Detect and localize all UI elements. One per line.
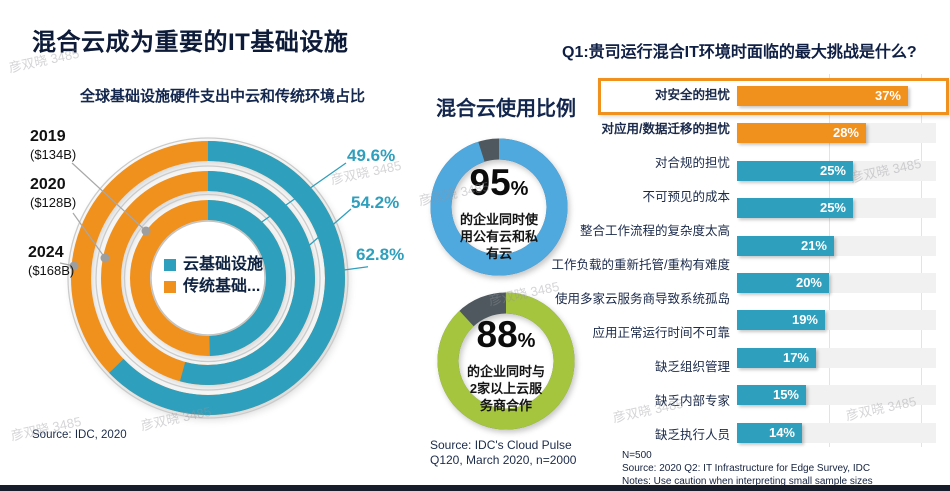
usage-source: Source: IDC's Cloud Pulse Q120, March 20… [430,438,576,468]
usage-desc-line: 的企业同时与 [466,364,545,379]
usage-desc-line: 有云 [485,246,512,261]
usage-title: 混合云使用比例 [436,98,576,120]
usage-donut-88-text: 88% 的企业同时与 2家以上云服 务商合作 [436,315,576,414]
usage-desc-line: 的企业同时使 [459,212,538,227]
gridline [829,74,830,447]
bottom-strip [0,485,950,491]
usage-donut-95-text: 95% 的企业同时使 用公有云和私 有云 [429,163,569,262]
bar-5: 20% [737,273,829,293]
usage-desc-line: 2家以上云服 [469,381,543,396]
ring-year-2020: 2020 [30,176,66,193]
spend-legend: 云基础设施 传统基础... [164,256,263,300]
usage-donut-95 [430,138,568,276]
legend-swatch-cloud [164,258,176,271]
bar-label-1: 对应用/数据迁移的担忧 [601,122,730,136]
usage-donut-88 [437,292,575,430]
usage-value-95: 95% [469,162,529,203]
ring-year-2024: 2024 [28,244,64,261]
bar-label-7: 应用正常运行时间不可靠 [592,326,730,340]
bar-4: 21% [737,236,834,256]
leader-dot-2024 [69,261,79,271]
bar-label-2: 对合规的担忧 [654,156,730,170]
bar-6: 19% [737,310,825,330]
legend-item-cloud: 云基础设施 [164,256,263,273]
spend-source: Source: IDC, 2020 [32,429,127,441]
challenges-footnotes: N=500 Source: 2020 Q2: IT Infrastructure… [622,449,873,488]
bar-9: 14% [737,423,802,443]
legend-label-cloud: 云基础设施 [183,256,264,273]
bar-8: 15% [737,385,806,405]
leader-lines [59,162,368,271]
bar-2: 25% [737,161,853,181]
footnote-n: N=500 [622,450,652,461]
legend-swatch-traditional [164,280,176,293]
spend-chart-title: 全球基础设施硬件支出中云和传统环境占比 [79,88,365,105]
bar-7: 17% [737,348,816,368]
ring-amount-2020: ($128B) [30,195,77,210]
spend-rings-donut [67,137,349,419]
footnote-source: Source: 2020 Q2: IT Infrastructure for E… [622,463,871,474]
bar-label-0: 对安全的担忧 [654,88,730,102]
callout-54-2: 54.2% [351,193,400,212]
leader-dot-2020 [100,253,110,263]
bar-label-4: 整合工作流程的复杂度太高 [579,224,730,238]
legend-item-traditional: 传统基础... [164,278,263,295]
callout-62-8: 62.8% [356,245,405,264]
bar-label-9: 缺乏内部专家 [654,394,730,408]
usage-source-line2: Q120, March 2020, n=2000 [430,453,577,467]
callout-49-6: 49.6% [347,146,396,165]
bar-label-3: 不可预见的成本 [642,190,730,204]
bar-0: 37% [737,86,908,106]
ring-amount-2024: ($168B) [28,263,75,278]
bar-3: 25% [737,198,853,218]
bar-1: 28% [737,123,866,143]
challenges-title: Q1:贵司运行混合IT环境时面临的最大挑战是什么? [562,44,917,61]
page-title: 混合云成为重要的IT基础设施 [32,29,349,56]
legend-label-traditional: 传统基础... [183,278,261,295]
usage-desc-line: 用公有云和私 [459,229,538,244]
usage-value-88: 88% [476,314,536,355]
usage-source-line1: Source: IDC's Cloud Pulse [430,438,572,452]
leader-dot-2019 [141,226,151,236]
ring-year-2019: 2019 [30,128,66,145]
bar-label-5: 工作负载的重新托管/重构有难度 [551,258,730,272]
gridline [921,74,922,447]
bar-label-6: 使用多家云服务商导致系统孤岛 [554,292,730,306]
footnote-notes: Notes: Use caution when interpreting sma… [622,476,873,487]
usage-desc-line: 务商合作 [479,398,532,413]
bar-label-8: 缺乏组织管理 [654,360,730,374]
bar-label-10: 缺乏执行人员 [654,428,730,442]
ring-amount-2019: ($134B) [30,147,77,162]
